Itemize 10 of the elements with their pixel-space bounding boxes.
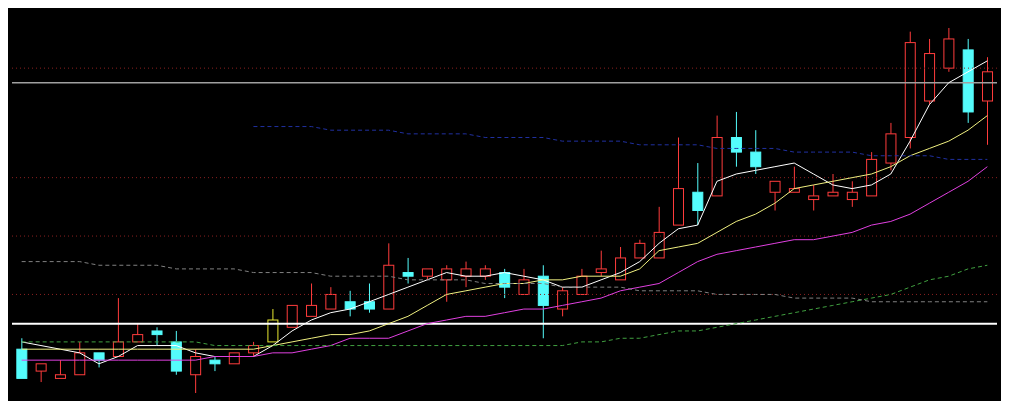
candlestick <box>151 326 163 347</box>
candlestick <box>460 261 472 288</box>
candlestick <box>943 28 955 73</box>
candlestick <box>982 56 994 146</box>
candlestick <box>846 180 858 208</box>
candlestick <box>730 111 742 168</box>
candlestick <box>402 257 414 284</box>
candlestick <box>885 122 897 171</box>
candlestick <box>962 38 974 124</box>
candlestick <box>209 356 221 372</box>
